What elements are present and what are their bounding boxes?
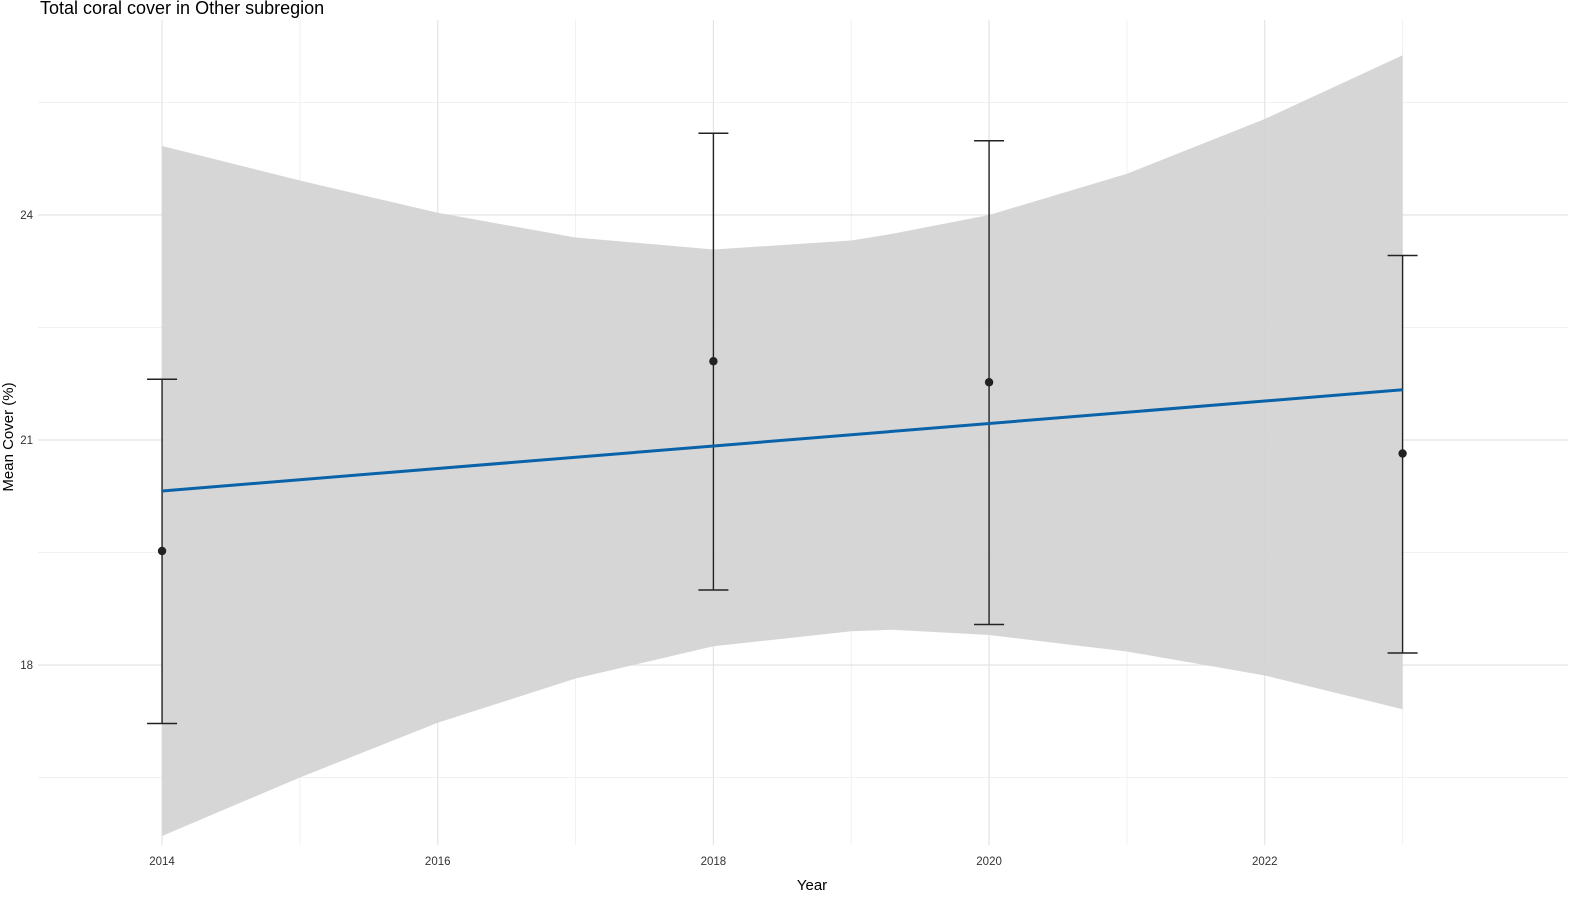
data-point — [157, 546, 167, 556]
confidence-band-layer — [162, 55, 1403, 837]
confidence-band — [162, 55, 1403, 837]
x-tick-label: 2016 — [425, 856, 451, 868]
x-tick-labels: 2014 2016 2018 2020 2022 — [149, 856, 1277, 868]
y-tick-label: 24 — [20, 210, 33, 222]
x-tick-label: 2014 — [149, 856, 175, 868]
y-tick-label: 18 — [20, 660, 33, 672]
y-tick-labels: 18 21 24 — [20, 210, 33, 672]
x-axis-label: Year — [797, 877, 827, 894]
trend-line-layer — [161, 388, 1403, 493]
trend-line — [161, 388, 1403, 493]
x-tick-label: 2022 — [1252, 856, 1278, 868]
point-layer — [157, 357, 1407, 556]
chart-title: Total coral cover in Other subregion — [40, 0, 324, 18]
data-point — [984, 378, 994, 387]
y-axis-label: Mean Cover (%) — [0, 382, 17, 491]
data-point — [709, 357, 718, 366]
x-tick-label: 2018 — [701, 856, 727, 868]
x-tick-label: 2020 — [976, 856, 1002, 868]
y-tick-label: 21 — [20, 435, 33, 447]
data-point — [1398, 449, 1407, 458]
